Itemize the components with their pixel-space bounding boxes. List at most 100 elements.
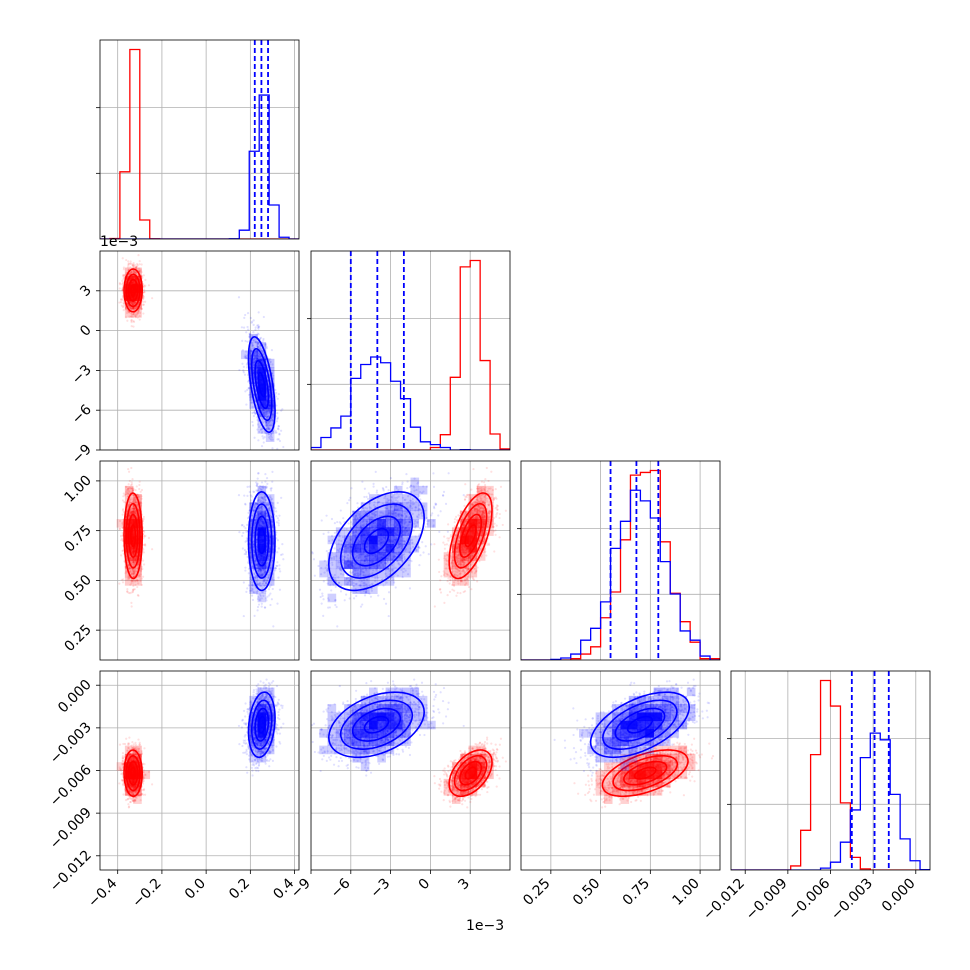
sample-point (140, 565, 143, 569)
sample-point (133, 580, 137, 583)
sample-point (131, 313, 134, 316)
sample-point (128, 566, 131, 570)
density-contour (123, 268, 144, 313)
sample-point (142, 548, 145, 551)
sample-point (127, 577, 130, 580)
sample-point (122, 549, 125, 552)
sample-point (258, 356, 261, 359)
sample-point (251, 342, 254, 345)
sample-point (262, 421, 265, 424)
sample-point (131, 489, 134, 492)
sample-point (251, 411, 254, 415)
sample-point (130, 301, 133, 304)
sample-point (260, 408, 264, 411)
sample-point (126, 266, 130, 269)
sample-point (133, 265, 136, 268)
sample-point (262, 437, 265, 440)
sample-point (129, 498, 132, 501)
sample-point (142, 515, 145, 519)
sample-point (276, 397, 279, 400)
sample-point (245, 331, 248, 334)
sample-point (258, 430, 261, 434)
sample-point (138, 483, 141, 487)
sample-point (126, 588, 129, 591)
sample-point (245, 355, 248, 358)
sample-point (261, 410, 264, 413)
sample-point (129, 260, 132, 263)
density-contour (125, 502, 141, 569)
sample-point (129, 301, 132, 304)
sample-point (138, 269, 141, 272)
sample-point (135, 265, 138, 269)
sample-point (269, 360, 272, 363)
sample-point (266, 427, 269, 430)
sample-point (274, 429, 277, 432)
sample-point (133, 301, 136, 304)
sample-point (124, 570, 128, 573)
sample-point (130, 307, 133, 310)
density-cell (249, 342, 258, 351)
sample-point (132, 561, 135, 564)
sample-point (118, 527, 121, 531)
sample-point (135, 306, 138, 309)
sample-point (139, 573, 142, 576)
sample-point (246, 388, 249, 392)
density-contour (130, 284, 137, 297)
density-cell (249, 333, 258, 343)
sample-point (126, 507, 129, 511)
sample-point (134, 500, 137, 504)
sample-point (128, 489, 131, 492)
sample-point (250, 401, 253, 404)
y-tick-label: 3 (77, 282, 95, 300)
sample-point (131, 500, 134, 504)
sample-point (136, 312, 139, 315)
sample-point (251, 420, 254, 424)
sample-point (131, 303, 134, 306)
sample-point (251, 406, 254, 409)
sample-point (121, 581, 125, 584)
sample-point (257, 425, 261, 429)
sample-point (128, 503, 131, 506)
density-cell (257, 383, 267, 393)
sample-point (261, 435, 264, 438)
sample-point (134, 508, 137, 511)
density-cell (124, 309, 134, 318)
sample-point (256, 418, 259, 422)
sample-point (271, 408, 275, 411)
sample-point (261, 430, 264, 433)
sample-point (256, 345, 259, 348)
density-contour (125, 273, 141, 308)
sample-point (132, 307, 135, 310)
sample-point (256, 326, 260, 329)
sample-point (127, 311, 131, 314)
sample-point (129, 271, 132, 274)
sample-point (137, 310, 140, 313)
sample-point (130, 271, 133, 274)
sample-point (132, 312, 135, 316)
sample-point (134, 270, 137, 273)
sample-point (265, 345, 268, 348)
sample-point (132, 572, 135, 575)
sample-point (133, 301, 136, 304)
sample-point (143, 543, 146, 546)
sample-point (266, 410, 269, 413)
sample-point (132, 488, 135, 491)
sample-point (127, 492, 130, 496)
sample-point (132, 264, 135, 267)
sample-point (260, 417, 264, 420)
sample-point (126, 578, 129, 581)
density-cell (257, 425, 267, 434)
sample-point (122, 495, 125, 498)
sample-point (139, 577, 142, 581)
sample-point (118, 287, 121, 290)
sample-point (259, 428, 262, 431)
sample-point (255, 341, 258, 344)
sample-point (134, 498, 137, 501)
sample-point (130, 580, 133, 583)
sample-point (129, 306, 132, 309)
sample-point (256, 345, 259, 348)
sample-point (133, 314, 137, 318)
sample-point (142, 288, 146, 291)
density-cell (133, 552, 142, 561)
sample-point (128, 272, 131, 275)
